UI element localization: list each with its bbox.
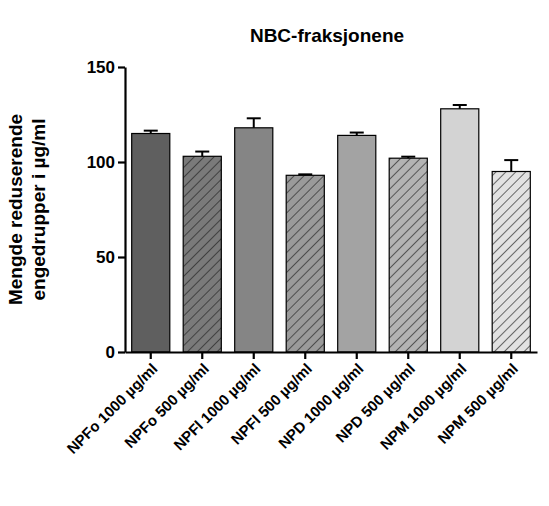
x-tick: NPFl 1000 µg/ml <box>170 352 264 453</box>
error-cap <box>195 151 209 153</box>
y-tick-mark <box>118 256 125 258</box>
y-axis-title-line: Mengde reduserende <box>5 114 26 305</box>
title: NBC-fraksjonene <box>250 25 404 46</box>
bar <box>132 134 170 353</box>
error-bar <box>401 157 415 159</box>
error-cap <box>298 173 312 175</box>
x-tick-mark <box>150 352 152 359</box>
bar <box>492 172 530 353</box>
x-tick: NPM 500 µg/ml <box>434 352 521 447</box>
error-cap <box>401 156 415 158</box>
x-tick-label: NPM 500 µg/ml <box>434 360 521 447</box>
chart: 050100150NPFo 1000 µg/mlNPFo 500 µg/mlNP… <box>0 0 549 506</box>
y-tick: 50 <box>96 248 125 267</box>
bar <box>441 109 479 352</box>
error-bar <box>247 118 261 128</box>
x-tick-label: NPFl 1000 µg/ml <box>170 360 264 454</box>
x-tick-mark <box>510 352 512 359</box>
error-cap <box>453 104 467 106</box>
error-bar <box>195 152 209 157</box>
y-tick-mark <box>118 161 125 163</box>
x-tick-label: NPD 1000 µg/ml <box>275 360 367 452</box>
x-tick-mark <box>459 352 461 359</box>
error-bar <box>504 160 518 171</box>
y-axis-title-line: engedrupper i µg/ml <box>28 119 49 301</box>
y-tick-mark <box>118 66 125 68</box>
x-axis-line <box>126 351 538 353</box>
error-cap <box>144 130 158 132</box>
x-tick-mark <box>253 352 255 359</box>
y-axis-line <box>124 68 126 353</box>
bar <box>389 158 427 352</box>
error-bar <box>350 133 364 136</box>
bars <box>132 105 531 352</box>
bar <box>183 156 221 352</box>
x-tick-mark <box>201 352 203 359</box>
error-bar <box>144 131 158 134</box>
y-axis-title: Mengde reduserendeengedrupper i µg/ml <box>5 114 49 305</box>
x-tick-label: NPM 1000 µg/ml <box>377 360 470 453</box>
x-tick-mark <box>356 352 358 359</box>
error-bar <box>453 105 467 109</box>
error-cap <box>504 159 518 161</box>
error-cap <box>247 117 261 119</box>
x-tick-label: NPFo 1000 µg/ml <box>63 360 160 457</box>
error-cap <box>350 132 364 134</box>
x-tick: NPM 1000 µg/ml <box>377 352 470 453</box>
y-tick-mark <box>118 351 125 353</box>
bar <box>235 128 273 352</box>
x-tick-mark <box>407 352 409 359</box>
y-tick: 0 <box>106 343 125 362</box>
y-tick: 150 <box>87 58 125 77</box>
bar <box>286 175 324 352</box>
bar <box>338 135 376 352</box>
plot: 050100150NPFo 1000 µg/mlNPFo 500 µg/mlNP… <box>63 58 537 457</box>
error-bar <box>298 174 312 176</box>
y-tick-label: 50 <box>96 248 115 267</box>
error-stem <box>510 160 512 171</box>
x-tick: NPFo 1000 µg/ml <box>63 352 160 457</box>
x-axis: NPFo 1000 µg/mlNPFo 500 µg/mlNPFl 1000 µ… <box>63 352 537 457</box>
y-tick-label: 150 <box>87 58 115 77</box>
y-tick-label: 0 <box>106 343 115 362</box>
y-axis: 0 50 100 150 <box>87 58 126 362</box>
x-tick-label: NPFo 500 µg/ml <box>121 360 212 451</box>
y-tick: 100 <box>87 153 125 172</box>
y-tick-label: 100 <box>87 153 115 172</box>
error-stem <box>253 118 255 128</box>
x-tick-mark <box>304 352 306 359</box>
